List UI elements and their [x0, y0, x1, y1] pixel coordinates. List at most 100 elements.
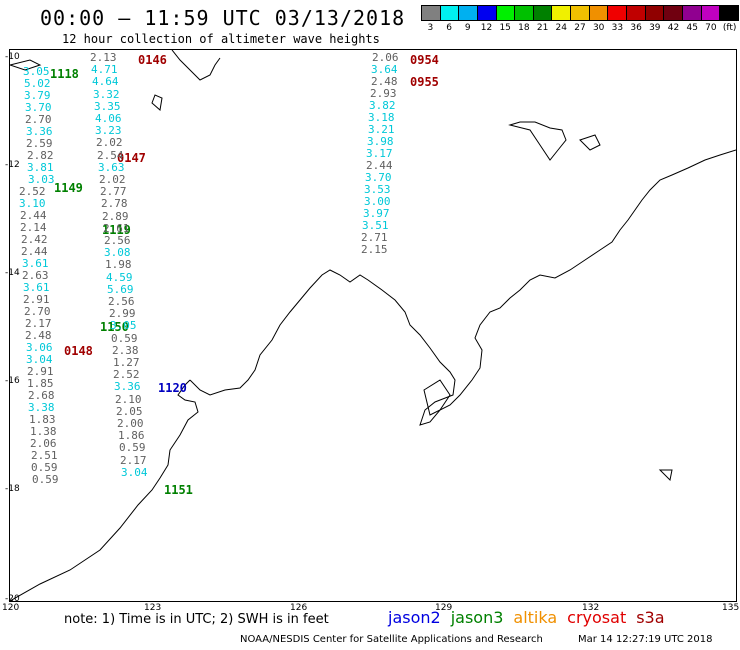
island-timor [171, 50, 221, 81]
wave-height-value: 3.06 [26, 341, 53, 354]
longitude-label: 126 [290, 603, 308, 613]
legend-label: 21 [536, 23, 549, 33]
wave-height-value: 1.98 [105, 258, 132, 272]
wave-height-value: 2.91 [23, 293, 50, 306]
pass-time-label: 1151 [164, 483, 193, 497]
wave-height-value: 3.36 [26, 125, 53, 138]
island-right [579, 134, 601, 151]
wave-height-value: 3.10 [19, 197, 46, 210]
wave-height-value: 4.06 [95, 112, 122, 125]
latitude-label: -12 [5, 160, 20, 170]
footer-note: note: 1) Time is in UTC; 2) SWH is in fe… [64, 612, 329, 627]
legend-swatch [552, 6, 572, 20]
wave-height-value: 1.85 [27, 377, 54, 390]
wave-height-value: 3.70 [25, 101, 52, 114]
generated-timestamp: Mar 14 12:27:19 UTC 2018 [578, 634, 713, 645]
wave-height-value: 5.02 [24, 77, 51, 90]
wave-height-value: 2.14 [20, 221, 47, 234]
wave-height-value: 2.59 [26, 137, 53, 150]
coastline-west [10, 379, 199, 601]
wave-height-value: 3.03 [28, 173, 55, 186]
legend-label: 12 [480, 23, 493, 33]
wave-height-value: 2.82 [27, 149, 54, 162]
wave-height-value: 2.02 [99, 173, 126, 186]
pass-time-label: 1119 [102, 223, 131, 237]
wave-height-value: 4.59 [106, 270, 133, 284]
legend-swatch [664, 6, 683, 20]
legend-swatch [496, 6, 516, 20]
legend-label: 3 [427, 23, 434, 33]
wave-height-value: 0.59 [111, 331, 138, 345]
legend-swatch [571, 6, 590, 20]
wave-height-value: 3.21 [368, 123, 395, 136]
pass-time-label: 0146 [138, 53, 167, 67]
satellite-name: jason3 [450, 608, 504, 627]
longitude-label: 120 [2, 603, 20, 613]
wave-height-value: 2.48 [25, 329, 52, 342]
wave-height-value: 2.77 [100, 185, 127, 199]
wave-height-value: 0.59 [31, 461, 58, 474]
island-mid [10, 59, 42, 71]
wave-height-value: 2.06 [372, 51, 399, 64]
latitude-label: -16 [5, 376, 20, 386]
wave-height-value: 2.06 [30, 437, 57, 450]
pass-time-label: 0954 [410, 53, 439, 67]
wave-height-value: 3.05 [23, 65, 50, 78]
wave-height-value: 2.56 [108, 295, 135, 308]
wave-height-value: 3.00 [364, 195, 391, 208]
latitude-label: -20 [5, 594, 20, 604]
wave-height-value: 3.81 [27, 161, 54, 174]
wave-height-value: 3.61 [22, 257, 49, 270]
latitude-label: -18 [5, 484, 20, 494]
color-legend: 3 6 9 12 15 18 21 24 27 30 33 36 39 42 45 70 (ft) [421, 5, 739, 33]
wave-height-value: 2.52 [19, 185, 46, 198]
wave-height-value: 2.99 [109, 307, 136, 321]
wave-height-value: 4.64 [92, 75, 119, 89]
wave-height-value: 3.51 [362, 219, 389, 232]
wave-height-value: 2.15 [361, 243, 388, 256]
wave-height-value: 2.78 [101, 197, 128, 211]
wave-height-value: 3.36 [114, 380, 141, 394]
satellite-name: jason2 [388, 608, 441, 627]
wave-height-value: 2.13 [90, 51, 117, 64]
legend-label: (ft) [722, 23, 737, 33]
wave-height-value: 2.91 [27, 365, 54, 378]
wave-height-value: 3.17 [366, 147, 393, 160]
legend-swatch [589, 6, 609, 20]
wave-height-value: 2.70 [25, 113, 52, 126]
wave-height-value: 1.38 [30, 425, 57, 438]
wave-height-value: 2.44 [21, 245, 48, 258]
map-frame: 0146 1118 0147 1149 1119 1150 0148 1120 1151 0954… [9, 49, 737, 602]
satellite-name: s3a [636, 608, 665, 627]
wave-height-value: 5.69 [107, 282, 134, 296]
legend-swatch [701, 6, 721, 20]
wave-height-value: 2.48 [371, 75, 398, 88]
wave-height-value: 2.68 [28, 389, 55, 402]
legend-swatch [515, 6, 534, 20]
wave-height-value: 1.27 [113, 356, 140, 369]
map-subtitle: 12 hour collection of altimeter wave hei… [62, 32, 380, 46]
legend-label: 24 [555, 23, 567, 33]
legend-swatch [645, 6, 665, 20]
pass-time-label: 0147 [117, 151, 146, 165]
legend-label: 9 [464, 23, 471, 33]
wave-height-value: 0.59 [119, 441, 146, 455]
wave-height-value: 2.02 [96, 136, 123, 150]
wave-height-value: 2.00 [117, 417, 144, 430]
wave-height-value: 3.53 [364, 183, 391, 196]
wave-height-value: 2.70 [24, 305, 51, 318]
wave-height-value: 1.86 [118, 429, 145, 443]
wave-height-value: 2.42 [21, 233, 48, 246]
longitude-label: 135 [722, 603, 740, 613]
pass-time-label: 1118 [50, 67, 79, 81]
legend-label: 27 [574, 23, 586, 33]
pass-time-label: 1149 [54, 181, 83, 195]
pass-time-label: 1150 [100, 320, 129, 334]
wave-height-value: 2.51 [31, 449, 58, 462]
latitude-label: -10 [5, 52, 20, 62]
wave-height-value: 3.04 [26, 353, 53, 366]
island-top-right [508, 121, 567, 161]
legend-label: 45 [686, 23, 698, 33]
pass-time-label: 0955 [410, 75, 439, 89]
legend-label: 33 [611, 23, 624, 33]
